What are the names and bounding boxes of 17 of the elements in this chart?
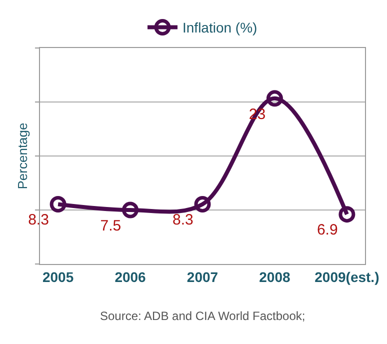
point	[338, 206, 356, 223]
x-tick-label: 2005	[42, 268, 74, 285]
x-tick-label: 2008	[259, 268, 290, 285]
x-tick-label: 2009(est.)	[314, 268, 380, 285]
point	[122, 202, 139, 218]
point	[50, 196, 66, 212]
data-label: 6.9	[316, 222, 338, 239]
source-note: Source: ADB and CIA World Factbook;	[100, 309, 306, 323]
data-label: 8.3	[172, 212, 194, 229]
legend-label: Inflation (%)	[182, 20, 258, 36]
x-tick-label: 2006	[114, 268, 146, 285]
point	[266, 90, 283, 107]
data-label: 8.3	[28, 212, 49, 229]
x-tick-label: 2007	[186, 268, 218, 285]
point	[194, 196, 211, 212]
data-label: 7.5	[100, 217, 122, 234]
y-axis-title: Percentage	[14, 122, 30, 190]
